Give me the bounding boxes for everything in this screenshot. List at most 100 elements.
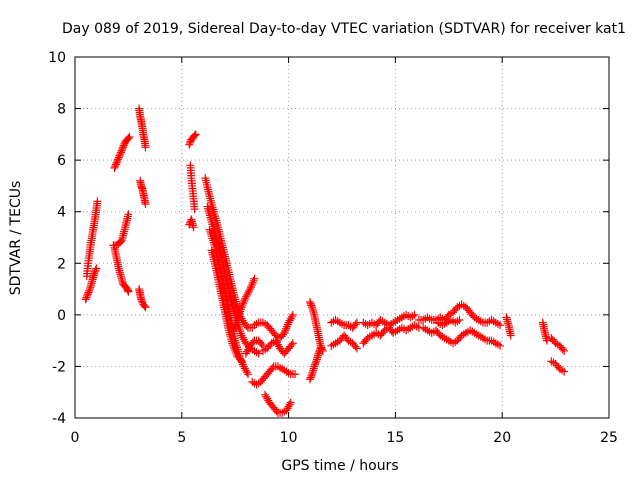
data-point bbox=[283, 320, 292, 329]
y-tick-label: 10 bbox=[48, 50, 66, 66]
data-point bbox=[288, 310, 297, 319]
data-point bbox=[115, 151, 124, 160]
data-point bbox=[141, 199, 150, 208]
data-point bbox=[306, 299, 315, 308]
series-s31 bbox=[502, 313, 515, 340]
series-s7 bbox=[136, 176, 150, 208]
data-point bbox=[189, 223, 198, 232]
data-point bbox=[83, 290, 92, 299]
data-point bbox=[272, 407, 281, 416]
data-point bbox=[244, 370, 253, 379]
data-point bbox=[90, 269, 99, 278]
data-point bbox=[249, 338, 257, 347]
x-tick-label: 5 bbox=[177, 430, 186, 446]
data-point bbox=[117, 146, 126, 155]
data-point bbox=[119, 143, 128, 152]
y-tick-label: 2 bbox=[57, 256, 66, 272]
series-s1 bbox=[82, 197, 102, 281]
series-s22 bbox=[305, 297, 327, 355]
data-point bbox=[111, 162, 120, 171]
series-s19 bbox=[241, 336, 267, 358]
data-point bbox=[453, 317, 462, 326]
data-point bbox=[310, 360, 319, 369]
data-point bbox=[425, 314, 434, 323]
data-point bbox=[281, 326, 290, 335]
data-point bbox=[229, 341, 238, 350]
data-point bbox=[288, 339, 297, 348]
series-s32 bbox=[538, 318, 552, 345]
series-s18 bbox=[207, 246, 246, 366]
y-axis-label: SDTVAR / TECUs bbox=[8, 181, 24, 296]
series-s2 bbox=[81, 264, 101, 304]
series-s4 bbox=[109, 210, 133, 250]
data-point bbox=[315, 347, 324, 356]
data-point bbox=[307, 301, 316, 310]
data-point bbox=[558, 345, 567, 354]
y-tick-label: 4 bbox=[57, 205, 66, 221]
x-tick-label: 10 bbox=[280, 430, 298, 446]
data-point bbox=[351, 320, 360, 329]
data-point bbox=[237, 303, 246, 312]
data-point bbox=[282, 322, 291, 331]
data-point bbox=[137, 295, 146, 304]
series-s12 bbox=[201, 174, 257, 332]
series-s28 bbox=[414, 300, 505, 330]
data-point bbox=[248, 278, 257, 287]
y-tick-label: 8 bbox=[57, 102, 66, 118]
data-point bbox=[305, 297, 314, 306]
data-point bbox=[230, 322, 239, 331]
data-point bbox=[92, 264, 101, 273]
series-s10 bbox=[186, 161, 199, 214]
data-point bbox=[190, 131, 199, 140]
series-s20 bbox=[229, 274, 259, 335]
data-point bbox=[116, 237, 125, 246]
data-point bbox=[93, 197, 102, 206]
series-s25 bbox=[327, 331, 361, 353]
data-point bbox=[252, 319, 261, 328]
y-tick-label: 0 bbox=[57, 308, 66, 324]
series-s17 bbox=[248, 362, 300, 389]
data-point bbox=[118, 144, 127, 153]
series-s23 bbox=[305, 344, 325, 384]
data-point bbox=[90, 267, 99, 276]
x-tick-label: 0 bbox=[71, 430, 80, 446]
data-point bbox=[114, 153, 123, 162]
axis-ticks bbox=[74, 56, 610, 419]
data-point bbox=[116, 148, 125, 157]
data-point bbox=[410, 310, 419, 319]
data-point bbox=[229, 343, 238, 352]
data-point bbox=[141, 303, 150, 312]
data-point bbox=[240, 296, 249, 305]
data-point bbox=[236, 355, 245, 364]
series-s30 bbox=[434, 316, 464, 330]
y-tick-label: 6 bbox=[57, 153, 66, 169]
data-point bbox=[307, 371, 316, 380]
data-point bbox=[231, 320, 240, 329]
data-point bbox=[84, 288, 93, 297]
series-s16 bbox=[205, 225, 253, 379]
data-point bbox=[91, 266, 100, 275]
data-point bbox=[111, 160, 120, 169]
data-point bbox=[305, 375, 314, 384]
series-s29 bbox=[419, 323, 505, 350]
data-point bbox=[315, 346, 324, 355]
series-s21 bbox=[261, 390, 295, 417]
data-point bbox=[185, 138, 194, 147]
data-point bbox=[141, 143, 150, 152]
data-point bbox=[291, 370, 300, 379]
data-point bbox=[352, 344, 361, 353]
data-point bbox=[124, 287, 133, 296]
series-s27 bbox=[359, 321, 423, 348]
series-s9 bbox=[185, 130, 200, 149]
data-point bbox=[543, 336, 552, 345]
series-s6 bbox=[135, 104, 150, 152]
data-point bbox=[125, 132, 134, 141]
data-point bbox=[287, 340, 296, 349]
x-tick-label: 25 bbox=[600, 430, 618, 446]
data-point bbox=[124, 210, 133, 219]
data-point bbox=[257, 340, 266, 349]
data-point bbox=[263, 394, 272, 403]
data-point bbox=[310, 362, 319, 371]
y-tick-labels: -4 -2 0 2 4 6 8 10 bbox=[48, 50, 66, 427]
x-tick-labels: 0 5 10 15 20 25 bbox=[71, 430, 618, 446]
